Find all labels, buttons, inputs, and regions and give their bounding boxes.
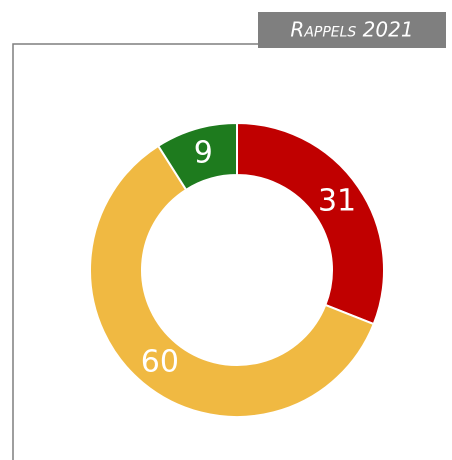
donut: 31 60 9 [89,121,385,418]
chart-title: Rappels 2021 [290,18,413,42]
title-box [258,12,446,48]
slice [156,121,238,192]
value-label: 31 [318,183,356,218]
value-label: 9 [194,135,213,170]
slice [236,121,385,326]
value-label: 60 [141,345,179,380]
frame [12,43,258,460]
slice [89,144,375,418]
